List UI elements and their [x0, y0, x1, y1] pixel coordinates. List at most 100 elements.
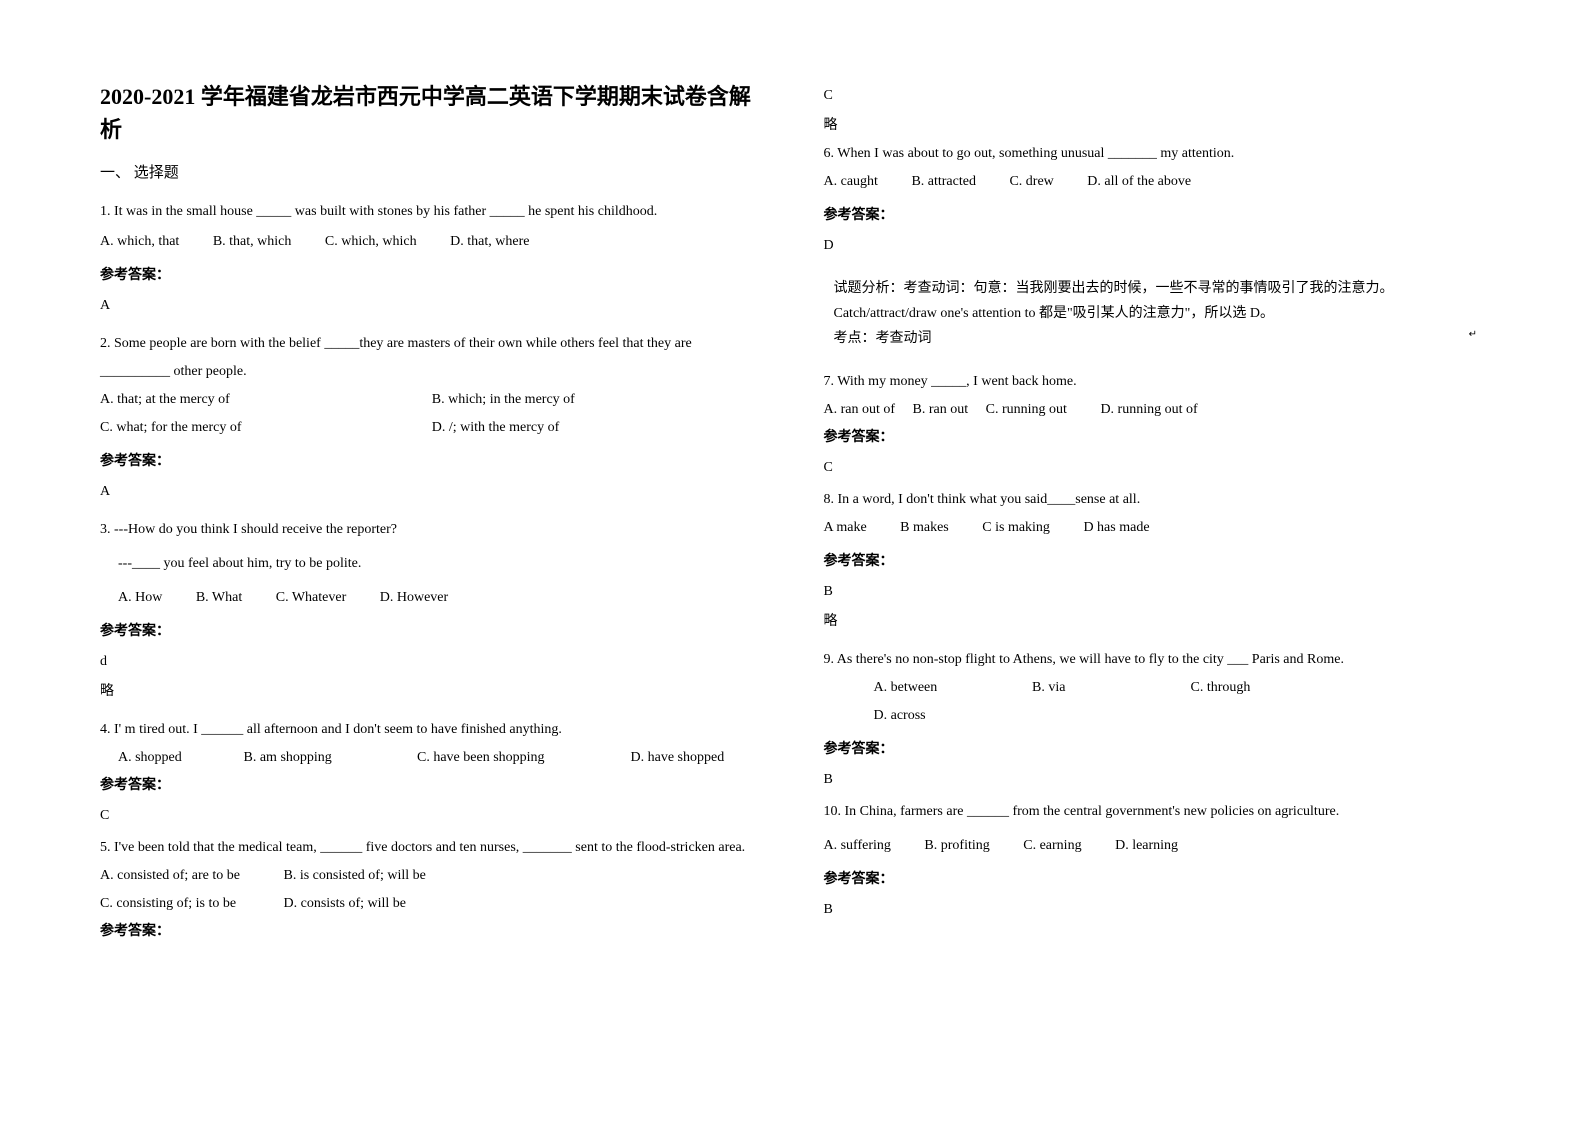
option-b: B. ran out — [913, 396, 969, 424]
question-text: 8. In a word, I don't think what you sai… — [824, 486, 1488, 514]
option-d: D. running out of — [1100, 396, 1197, 424]
analysis-line-1: 试题分析：考查动词：句意：当我刚要出去的时候，一些不寻常的事情吸引了我的注意力。 — [834, 276, 1478, 301]
question-options: A. caught B. attracted C. drew D. all of… — [824, 168, 1488, 196]
option-c: C. earning — [1023, 832, 1081, 860]
option-d: D. /; with the mercy of — [432, 414, 764, 442]
option-a: A. shopped — [100, 744, 240, 772]
section-header: 一、 选择题 — [100, 158, 764, 188]
question-4: 4. I' m tired out. I ______ all afternoo… — [100, 716, 764, 830]
question-options: A. which, that B. that, which C. which, … — [100, 228, 764, 256]
question-text: 1. It was in the small house _____ was b… — [100, 198, 764, 226]
analysis-text: 考点：考查动词 — [834, 331, 932, 346]
question-options: A. that; at the mercy of B. which; in th… — [100, 386, 764, 442]
document-title: 2020-2021 学年福建省龙岩市西元中学高二英语下学期期末试卷含解析 — [100, 80, 764, 146]
question-7: 7. With my money _____, I went back home… — [824, 368, 1488, 482]
option-d: D. consists of; will be — [284, 890, 407, 918]
option-c: C. running out — [986, 396, 1067, 424]
answer-label: 参考答案： — [824, 548, 1488, 576]
analysis-line-3: 考点：考查动词 ↵ — [834, 326, 1478, 351]
option-a: A. that; at the mercy of — [100, 386, 432, 414]
answer-label: 参考答案： — [100, 772, 764, 800]
answer-label: 参考答案： — [824, 866, 1488, 894]
option-b: B. What — [196, 584, 242, 612]
option-d: D. have shopped — [631, 744, 725, 772]
option-c: C. what; for the mercy of — [100, 414, 432, 442]
question-8: 8. In a word, I don't think what you sai… — [824, 486, 1488, 636]
mark-icon: ↵ — [1469, 326, 1477, 344]
question-text: 7. With my money _____, I went back home… — [824, 368, 1488, 396]
answer-label: 参考答案： — [100, 262, 764, 290]
option-d: D has made — [1083, 514, 1149, 542]
option-d: D. learning — [1115, 832, 1178, 860]
option-d: D. all of the above — [1087, 168, 1191, 196]
question-text: 3. ---How do you think I should receive … — [100, 516, 764, 544]
answer-value: B — [824, 896, 1488, 924]
option-b: B makes — [900, 514, 949, 542]
answer-label: 参考答案： — [824, 736, 1488, 764]
option-b: B. via — [1032, 674, 1187, 702]
analysis-box: 试题分析：考查动词：句意：当我刚要出去的时候，一些不寻常的事情吸引了我的注意力。… — [824, 270, 1488, 358]
answer-value: A — [100, 292, 764, 320]
answer-value: B — [824, 766, 1488, 794]
option-c: C is making — [982, 514, 1050, 542]
answer-note: 略 — [824, 608, 1488, 636]
answer-note: 略 — [100, 678, 764, 706]
question-1: 1. It was in the small house _____ was b… — [100, 198, 764, 320]
question-9: 9. As there's no non-stop flight to Athe… — [824, 646, 1488, 794]
option-d: D. across — [874, 702, 1029, 730]
option-c: C. through — [1191, 674, 1346, 702]
option-c: C. which, which — [325, 228, 417, 256]
question-text: 9. As there's no non-stop flight to Athe… — [824, 646, 1488, 674]
question-options: A. shopped B. am shopping C. have been s… — [100, 744, 764, 772]
question-options: A. ran out of B. ran out C. running out … — [824, 396, 1488, 424]
question-options: A. between B. via C. through D. across — [824, 674, 1488, 730]
option-b: B. attracted — [911, 168, 976, 196]
question-options: A. consisted of; are to be B. is consist… — [100, 862, 764, 918]
option-b: B. profiting — [924, 832, 989, 860]
question-10: 10. In China, farmers are ______ from th… — [824, 798, 1488, 924]
answer-value: C — [824, 454, 1488, 482]
question-text: 10. In China, farmers are ______ from th… — [824, 798, 1488, 826]
q5-note: 略 — [824, 112, 1488, 140]
option-a: A. consisted of; are to be — [100, 862, 280, 890]
answer-label: 参考答案： — [100, 618, 764, 646]
question-options: A. How B. What C. Whatever D. However — [100, 584, 764, 612]
option-a: A. caught — [824, 168, 878, 196]
option-c: C. drew — [1009, 168, 1053, 196]
answer-label: 参考答案： — [824, 202, 1488, 230]
question-text: 5. I've been told that the medical team,… — [100, 834, 764, 862]
answer-value: C — [100, 802, 764, 830]
answer-value: A — [100, 478, 764, 506]
option-b: B. that, which — [213, 228, 292, 256]
answer-value: B — [824, 578, 1488, 606]
q5-answer-value: C — [824, 82, 1488, 110]
left-column: 2020-2021 学年福建省龙岩市西元中学高二英语下学期期末试卷含解析 一、 … — [100, 80, 764, 1082]
answer-label: 参考答案： — [824, 424, 1488, 452]
question-text-2: ---____ you feel about him, try to be po… — [100, 550, 764, 578]
question-options: A make B makes C is making D has made — [824, 514, 1488, 542]
analysis-line-2: Catch/attract/draw one's attention to 都是… — [834, 301, 1478, 326]
option-a: A. How — [118, 584, 162, 612]
answer-value: D — [824, 232, 1488, 260]
option-d: D. However — [380, 584, 448, 612]
option-a: A. ran out of — [824, 396, 896, 424]
option-a: A. between — [874, 674, 1029, 702]
question-3: 3. ---How do you think I should receive … — [100, 516, 764, 706]
question-text: 4. I' m tired out. I ______ all afternoo… — [100, 716, 764, 744]
option-d: D. that, where — [450, 228, 529, 256]
question-options: A. suffering B. profiting C. earning D. … — [824, 832, 1488, 860]
question-text: 2. Some people are born with the belief … — [100, 330, 764, 386]
right-column: C 略 6. When I was about to go out, somet… — [824, 80, 1488, 1082]
answer-label: 参考答案： — [100, 448, 764, 476]
option-a: A. suffering — [824, 832, 891, 860]
answer-label: 参考答案： — [100, 918, 764, 946]
question-2: 2. Some people are born with the belief … — [100, 330, 764, 506]
option-b: B. is consisted of; will be — [284, 862, 426, 890]
option-c: C. consisting of; is to be — [100, 890, 280, 918]
answer-value: d — [100, 648, 764, 676]
option-b: B. am shopping — [244, 744, 414, 772]
option-b: B. which; in the mercy of — [432, 386, 764, 414]
option-a: A make — [824, 514, 867, 542]
question-text: 6. When I was about to go out, something… — [824, 140, 1488, 168]
question-6: 6. When I was about to go out, something… — [824, 140, 1488, 358]
